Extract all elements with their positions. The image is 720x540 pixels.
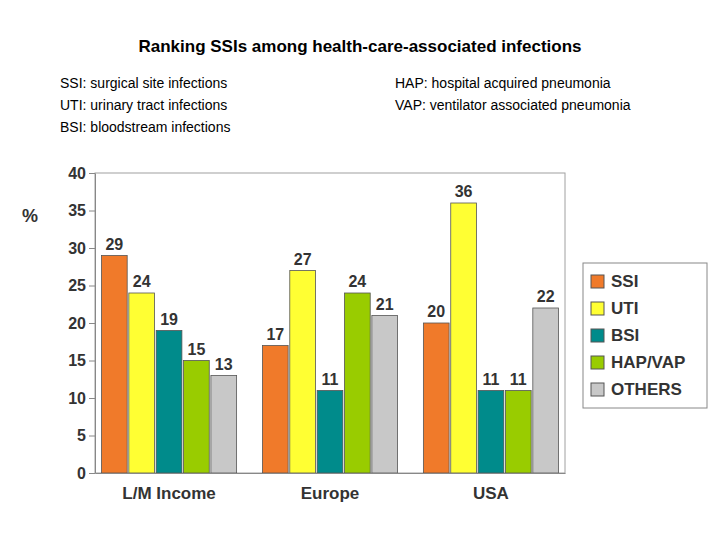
legend-swatch (591, 302, 604, 315)
x-axis-line (96, 473, 566, 474)
y-tick: 10 (68, 390, 95, 407)
y-axis-line (95, 174, 96, 474)
y-tick: 5 (77, 427, 95, 444)
y-tick-label: 15 (68, 352, 86, 369)
y-tick-label: 25 (68, 277, 86, 294)
legend-label: SSI (611, 272, 638, 291)
y-tick: 35 (68, 202, 95, 219)
y-tick-mark (89, 436, 95, 437)
y-tick-label: 35 (68, 202, 86, 219)
y-tick: 30 (68, 240, 95, 257)
x-tick: Europe (301, 473, 360, 503)
data-label: 29 (105, 236, 123, 253)
bar (184, 361, 210, 474)
x-tick-label: USA (473, 484, 509, 503)
legend: SSI UTI BSI HAP/VAP OTHERS (583, 263, 707, 408)
x-axis: L/M Income Europe USA (96, 473, 566, 503)
y-tick-label: 20 (68, 315, 86, 332)
data-label: 22 (537, 288, 555, 305)
y-axis: 0 5 10 15 20 25 30 35 40 (68, 165, 95, 482)
annotation: BSI: bloodstream infections (60, 119, 230, 135)
bar (156, 331, 182, 474)
y-tick: 0 (77, 465, 95, 482)
title: Ranking SSIs among health-care-associate… (138, 37, 581, 56)
y-tick-mark (89, 173, 95, 174)
y-tick-label: 30 (68, 240, 86, 257)
annotation: SSI: surgical site infections (60, 75, 227, 91)
plot-area (95, 173, 565, 473)
annotation: UTI: urinary tract infections (60, 97, 227, 113)
bar (129, 293, 155, 473)
x-tick: USA (473, 473, 509, 503)
bar (505, 391, 531, 474)
data-label: 36 (455, 183, 473, 200)
y-tick-mark (89, 473, 95, 474)
y-tick-label: 0 (77, 465, 86, 482)
data-label: 20 (427, 303, 445, 320)
data-label: 11 (510, 371, 527, 388)
bar (372, 316, 398, 474)
x-tick: L/M Income (122, 473, 216, 503)
legend-swatch (591, 329, 604, 342)
bar (262, 346, 288, 474)
y-tick-mark (89, 248, 95, 249)
legend-box (583, 263, 707, 408)
legend-swatch (591, 383, 604, 396)
data-label: 13 (215, 356, 233, 373)
y-tick: 15 (68, 352, 95, 369)
legend-label: OTHERS (611, 380, 682, 399)
data-label: 24 (133, 273, 151, 290)
bar (101, 256, 127, 474)
bar (317, 391, 343, 474)
legend-label: UTI (611, 299, 638, 318)
data-label: 19 (160, 311, 178, 328)
data-label: 11 (322, 371, 339, 388)
y-tick: 40 (68, 165, 95, 182)
y-tick-label: 10 (68, 390, 86, 407)
annotation: VAP: ventilator associated pneumonia (395, 97, 631, 113)
bar (478, 391, 504, 474)
y-tick-mark (89, 211, 95, 212)
y-tick-mark (89, 398, 95, 399)
bars (101, 203, 558, 473)
data-label: 17 (266, 326, 284, 343)
data-label: 27 (294, 251, 312, 268)
y-tick: 20 (68, 315, 95, 332)
legend-label: HAP/VAP (611, 353, 685, 372)
y-tick-mark (89, 286, 95, 287)
data-label: 15 (187, 341, 205, 358)
y-tick-mark (89, 323, 95, 324)
data-label: 21 (376, 296, 394, 313)
bar (290, 271, 316, 474)
bar (211, 376, 237, 474)
chart: Ranking SSIs among health-care-associate… (0, 0, 720, 540)
data-label: 11 (482, 371, 499, 388)
bar (533, 308, 559, 473)
y-tick-mark (89, 361, 95, 362)
y-tick: 25 (68, 277, 95, 294)
y-tick-label: 5 (77, 427, 86, 444)
y-tick-label: 40 (68, 165, 86, 182)
y-axis-title: % (22, 206, 38, 226)
annotation: HAP: hospital acquired pneumonia (395, 75, 611, 91)
bar (344, 293, 370, 473)
legend-swatch (591, 356, 604, 369)
legend-swatch (591, 275, 604, 288)
x-tick-label: Europe (301, 484, 360, 503)
bar (423, 323, 449, 473)
bar (451, 203, 477, 473)
data-labels: 29 17 20 24 27 36 19 11 11 15 24 11 13 21 22 (105, 183, 554, 388)
x-tick-label: L/M Income (122, 484, 216, 503)
data-label: 24 (348, 273, 366, 290)
legend-label: BSI (611, 326, 639, 345)
